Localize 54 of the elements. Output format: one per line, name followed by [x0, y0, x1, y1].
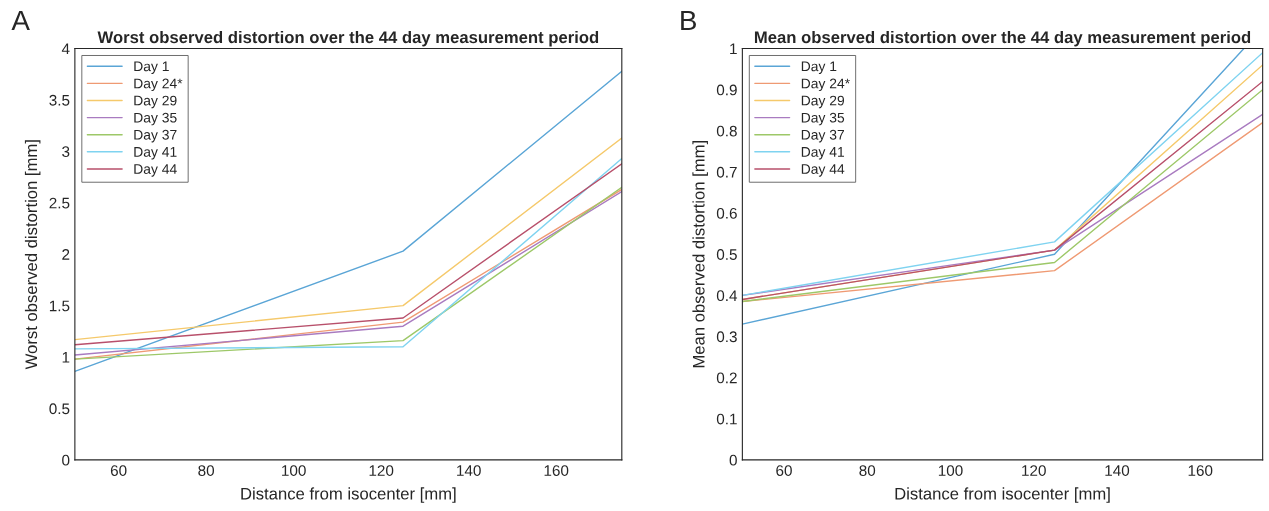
text: A — [11, 10, 30, 31]
legend-label: Day 35 — [801, 112, 845, 126]
y-tick-label: 0 — [62, 454, 70, 466]
x-tick-label: 60 — [110, 465, 127, 476]
legend-label: Day 37 — [134, 129, 177, 143]
x-tick-label: 60 — [776, 465, 792, 476]
legend-label: Day 41 — [801, 147, 845, 160]
y-tick-label: 0.7 — [716, 166, 737, 178]
x-axis-title: Distance from isocenter [mm] — [241, 487, 456, 503]
x-tick-label: 120 — [369, 465, 394, 476]
text: B — [681, 10, 696, 31]
y-tick-label: 0.2 — [716, 372, 737, 384]
y-tick-label: 0 — [729, 454, 737, 466]
x-tick-label: 100 — [282, 465, 306, 476]
y-tick-label: 3.5 — [49, 94, 70, 106]
chart-title: Worst observed distortion over the 44 day measurement period — [97, 30, 599, 47]
x-tick-label: 80 — [198, 465, 215, 476]
y-tick-label: 0.1 — [716, 413, 737, 425]
x-tick-label: 80 — [859, 465, 876, 476]
x-tick-label: 160 — [1188, 465, 1213, 476]
legend-label: Day 24* — [134, 78, 183, 92]
chart-title: Mean observed distortion over the 44 day measurement period — [754, 30, 1251, 47]
x-tick-label: 160 — [544, 465, 569, 476]
y-tick-label: 0.9 — [716, 84, 737, 96]
legend-label: Day 24* — [801, 78, 850, 92]
x-tick-label: 120 — [1022, 465, 1046, 476]
x-tick-label: 100 — [938, 465, 963, 476]
legend-label: Day 37 — [801, 129, 845, 143]
x-tick-label: 140 — [457, 465, 481, 476]
legend-label: Day 1 — [134, 61, 169, 74]
legend-label: Day 29 — [801, 95, 845, 109]
y-tick-label: 0.5 — [716, 249, 737, 260]
legend-label: Day 44 — [801, 164, 845, 177]
legend-label: Day 35 — [134, 112, 177, 126]
y-tick-label: 0.4 — [716, 290, 738, 302]
y-tick-label: 1.5 — [49, 300, 70, 312]
x-tick-label: 140 — [1105, 465, 1130, 476]
x-axis-title: Distance from isocenter [mm] — [895, 487, 1110, 503]
y-tick-label: 2 — [62, 249, 70, 260]
y-tick-label: 2.5 — [49, 197, 70, 209]
y-tick-label: 1 — [730, 43, 737, 55]
y-axis-title: Worst observed distortion [mm] — [24, 140, 41, 370]
y-tick-label: 0.5 — [49, 403, 70, 415]
legend-label: Day 1 — [801, 61, 837, 74]
legend-label: Day 29 — [134, 95, 177, 109]
legend-label: Day 44 — [134, 164, 177, 177]
y-tick-label: 0.3 — [716, 331, 737, 343]
y-tick-label: 3 — [62, 146, 70, 158]
legend-label: Day 41 — [134, 147, 177, 160]
y-tick-label: 0.6 — [716, 207, 737, 219]
y-tick-label: 1 — [62, 352, 70, 363]
y-axis-title: Mean observed distortion [mm] — [692, 141, 708, 368]
y-tick-label: 0.8 — [716, 125, 737, 137]
y-tick-label: 4 — [61, 43, 70, 55]
